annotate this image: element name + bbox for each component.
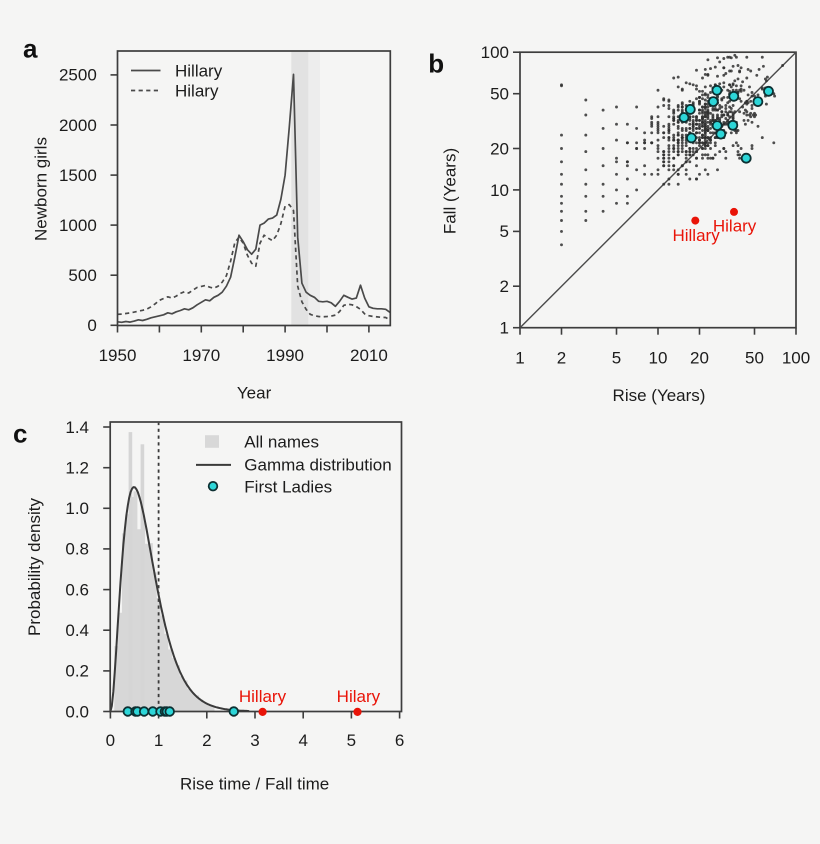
svg-text:0.2: 0.2 — [65, 662, 89, 681]
svg-text:100: 100 — [481, 43, 509, 62]
svg-text:10: 10 — [490, 181, 509, 200]
svg-text:Hillary: Hillary — [672, 226, 720, 245]
svg-text:Rise time / Fall time: Rise time / Fall time — [180, 775, 329, 794]
svg-text:Probability density: Probability density — [25, 498, 44, 636]
svg-text:Newborn girls: Newborn girls — [32, 137, 51, 241]
svg-text:All names: All names — [244, 432, 319, 451]
svg-text:0.8: 0.8 — [65, 540, 89, 559]
svg-text:50: 50 — [745, 349, 764, 368]
svg-text:2000: 2000 — [59, 116, 97, 135]
svg-text:1990: 1990 — [266, 346, 304, 365]
svg-text:Hillary: Hillary — [175, 61, 223, 80]
svg-text:50: 50 — [490, 85, 509, 104]
svg-text:Fall (Years): Fall (Years) — [441, 148, 460, 234]
svg-text:1: 1 — [500, 319, 509, 338]
svg-text:5: 5 — [612, 349, 621, 368]
svg-text:Year: Year — [237, 384, 272, 403]
svg-text:0.0: 0.0 — [65, 702, 89, 721]
svg-text:1: 1 — [515, 349, 524, 368]
svg-text:Hilary: Hilary — [337, 687, 381, 706]
svg-text:10: 10 — [649, 349, 668, 368]
svg-text:b: b — [428, 48, 444, 78]
svg-text:1.4: 1.4 — [65, 418, 89, 437]
svg-text:20: 20 — [490, 139, 509, 158]
svg-text:1.2: 1.2 — [65, 459, 89, 478]
svg-text:0.6: 0.6 — [65, 580, 89, 599]
svg-text:2010: 2010 — [350, 346, 388, 365]
svg-text:100: 100 — [782, 349, 810, 368]
svg-text:0.4: 0.4 — [65, 621, 89, 640]
svg-text:1.0: 1.0 — [65, 499, 89, 518]
svg-text:Hilary: Hilary — [713, 216, 757, 235]
svg-text:First Ladies: First Ladies — [244, 478, 332, 497]
svg-text:4: 4 — [298, 731, 307, 750]
svg-text:Gamma distribution: Gamma distribution — [244, 456, 391, 475]
svg-text:1500: 1500 — [59, 166, 97, 185]
svg-text:20: 20 — [690, 349, 709, 368]
svg-text:Rise (Years): Rise (Years) — [613, 386, 706, 405]
svg-text:6: 6 — [395, 731, 404, 750]
svg-text:3: 3 — [250, 731, 259, 750]
svg-text:Hillary: Hillary — [239, 687, 287, 706]
svg-text:5: 5 — [347, 731, 356, 750]
svg-text:c: c — [13, 418, 27, 448]
svg-text:0: 0 — [106, 731, 115, 750]
svg-text:1950: 1950 — [99, 346, 137, 365]
svg-text:5: 5 — [500, 222, 509, 241]
svg-text:1970: 1970 — [182, 346, 220, 365]
svg-text:2: 2 — [500, 277, 509, 296]
svg-text:2: 2 — [202, 731, 211, 750]
svg-text:2500: 2500 — [59, 66, 97, 85]
svg-text:500: 500 — [68, 266, 96, 285]
svg-text:1000: 1000 — [59, 216, 97, 235]
svg-text:1: 1 — [154, 731, 163, 750]
svg-text:Hilary: Hilary — [175, 81, 219, 100]
svg-text:a: a — [23, 33, 38, 63]
svg-text:2: 2 — [557, 349, 566, 368]
svg-text:0: 0 — [87, 316, 96, 335]
